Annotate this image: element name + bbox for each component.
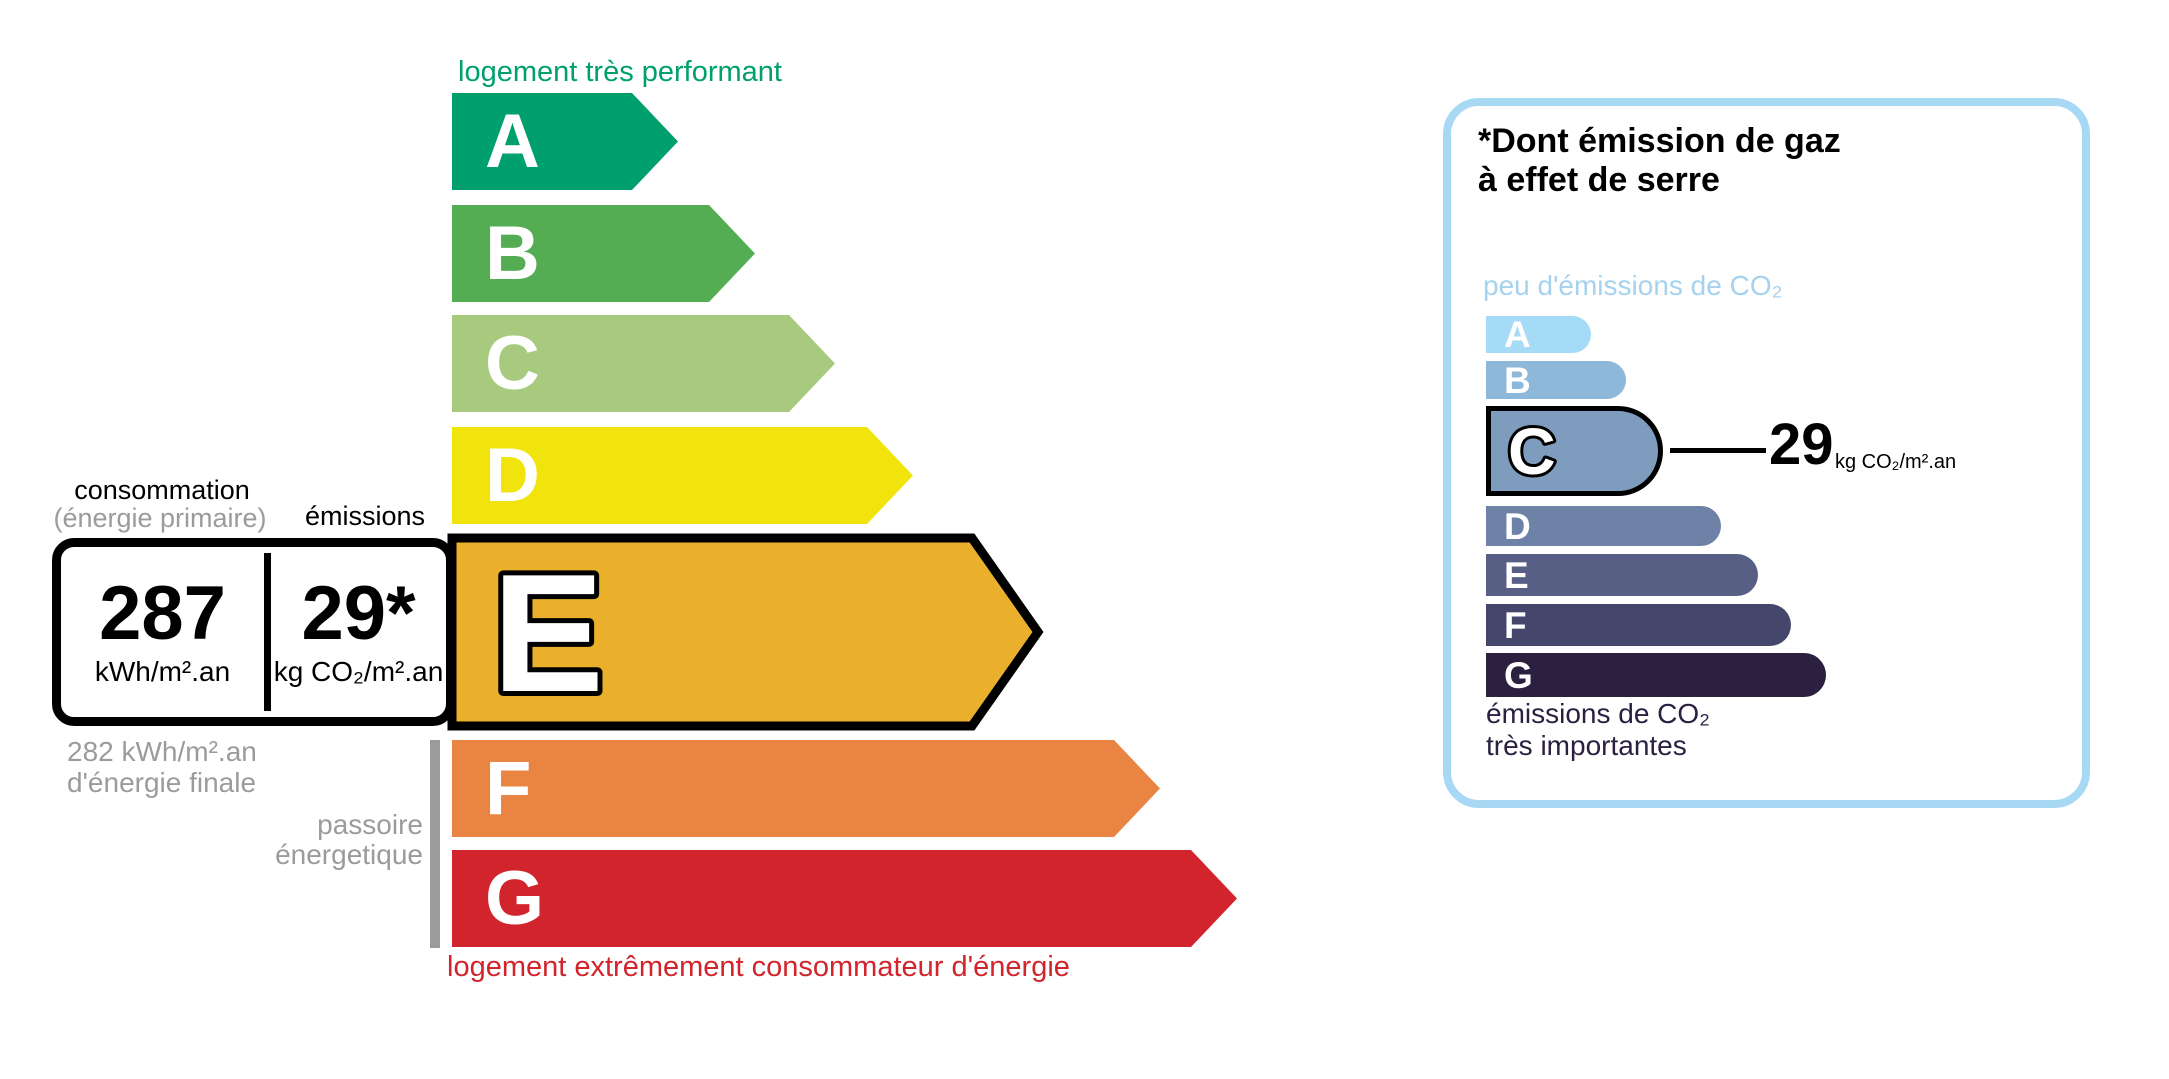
emissions-unit: kg CO₂/m².an — [273, 656, 444, 687]
final-energy-note: 282 kWh/m².an d'énergie finale — [67, 736, 257, 798]
emissions-label: émissions — [304, 501, 426, 531]
consumption-unit: kWh/m².an — [94, 656, 231, 687]
final-energy-line2: d'énergie finale — [67, 767, 257, 798]
co2-class-d-letter: D — [1504, 505, 1531, 547]
energy-sieve-bracket-bar — [430, 740, 440, 948]
energy-sieve-label: passoire énergetique — [180, 810, 423, 870]
co2-class-c-letter: C — [1508, 414, 1556, 488]
consumption-label: consommation — [74, 475, 250, 505]
energy-sieve-line1: passoire — [317, 809, 423, 840]
consumption-sublabel: (énergie primaire) — [53, 503, 267, 533]
co2-emissions-panel: *Dont émission de gaz à effet de serre p… — [1443, 98, 2090, 808]
consumption-value: 287 — [99, 571, 226, 656]
energy-class-d-arrow: D — [452, 427, 913, 524]
energy-scale-top-label: logement très performant — [458, 56, 782, 88]
co2-class-e-bar: E — [1486, 554, 1758, 596]
energy-class-c-letter: C — [485, 320, 540, 406]
energy-class-c-arrow: C — [452, 315, 835, 412]
energy-class-g-arrow: G — [452, 850, 1237, 947]
co2-class-b-letter: B — [1504, 359, 1531, 401]
co2-class-c-selected-bar: C — [1486, 406, 1663, 496]
co2-class-b-bar: B — [1486, 361, 1626, 399]
co2-high-emissions-label: émissions de CO₂ très importantes — [1486, 698, 1710, 762]
co2-low-emissions-label: peu d'émissions de CO₂ — [1483, 270, 1783, 301]
co2-value-connector-line — [1670, 448, 1766, 453]
energy-class-b-letter: B — [485, 210, 540, 296]
score-box: 287 kWh/m².an 29* kg CO₂/m².an — [52, 538, 455, 726]
energy-scale-bottom-label: logement extrêmement consommateur d'éner… — [447, 951, 1070, 983]
co2-value: 29 — [1769, 412, 1834, 477]
co2-value-unit: kg CO₂/m².an — [1835, 451, 1957, 473]
score-box-divider — [264, 553, 271, 711]
co2-high-emissions-line2: très importantes — [1486, 730, 1687, 761]
consumption-cell: 287 kWh/m².an — [61, 547, 264, 717]
energy-class-f-letter: F — [485, 745, 532, 831]
co2-class-a-bar: A — [1486, 316, 1591, 353]
co2-class-d-bar: D — [1486, 506, 1721, 546]
energy-class-b-arrow: B — [452, 205, 755, 302]
co2-panel-title: *Dont émission de gaz à effet de serre — [1478, 122, 1841, 200]
co2-class-a-letter: A — [1504, 314, 1531, 355]
energy-class-a-letter: A — [485, 98, 540, 184]
energy-class-e-letter: E — [492, 539, 604, 727]
energy-class-g-letter: G — [485, 855, 545, 941]
co2-class-e-letter: E — [1504, 554, 1529, 596]
co2-class-c-letter-svg: C — [1505, 411, 1559, 491]
co2-class-g-bar: G — [1486, 653, 1826, 697]
co2-class-g-letter: G — [1504, 654, 1533, 696]
co2-panel-title-line2: à effet de serre — [1478, 161, 1720, 199]
co2-class-f-letter: F — [1504, 604, 1527, 646]
energy-class-a-arrow: A — [452, 93, 678, 190]
co2-panel-title-line1: *Dont émission de gaz — [1478, 122, 1841, 160]
emissions-cell: 29* kg CO₂/m².an — [271, 547, 446, 717]
energy-class-e-selected-arrow: E — [447, 533, 1044, 731]
energy-sieve-line2: énergetique — [275, 839, 423, 870]
emissions-value: 29* — [301, 571, 416, 656]
co2-class-f-bar: F — [1486, 604, 1791, 646]
energy-class-f-arrow: F — [452, 740, 1160, 837]
final-energy-line1: 282 kWh/m².an — [67, 736, 257, 767]
energy-class-d-letter: D — [485, 432, 540, 518]
co2-high-emissions-line1: émissions de CO₂ — [1486, 698, 1711, 729]
